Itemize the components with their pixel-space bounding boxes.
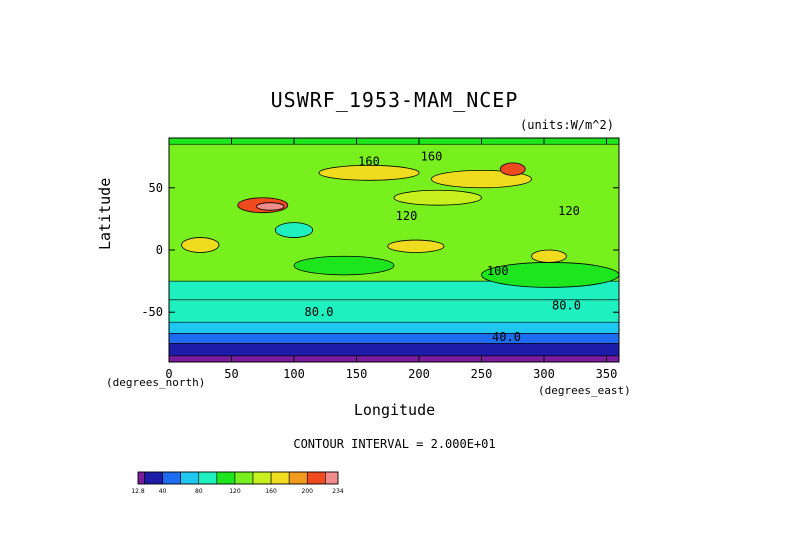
y-tick-label: -50 xyxy=(141,305,163,319)
x-tick-label: 350 xyxy=(596,367,618,381)
region-patch xyxy=(256,202,285,211)
zonal-band xyxy=(169,333,619,344)
y-tick-label: 0 xyxy=(156,243,163,257)
contour-label: 80.0 xyxy=(552,299,581,313)
colorbar-bin xyxy=(270,471,290,485)
contour-label: 120 xyxy=(558,204,580,218)
region-patch xyxy=(499,162,526,176)
colorbar-bin xyxy=(288,471,308,485)
colorbar-label: 120 xyxy=(229,488,241,495)
colorbar-bin xyxy=(180,471,200,485)
x-tick-label: 250 xyxy=(471,367,493,381)
contour-label: 160 xyxy=(358,154,380,168)
x-tick-label: 150 xyxy=(346,367,368,381)
x-tick-label: 50 xyxy=(224,367,238,381)
colorbar-bin xyxy=(234,471,254,485)
contour-label: 100 xyxy=(487,264,509,278)
colorbar-label: 40 xyxy=(159,488,167,495)
colorbar-label: 234 xyxy=(332,488,344,495)
contour-label: 40.0 xyxy=(492,330,521,344)
region-patch xyxy=(393,189,482,206)
y-unit-label: (degrees_north) xyxy=(106,376,206,389)
contour-label: 80.0 xyxy=(305,305,334,319)
region-patch xyxy=(181,237,220,253)
colorbar-bin xyxy=(252,471,272,485)
field-group: 160 160 120 120 100 80.0 80.0 40.0 xyxy=(169,138,619,362)
zonal-band xyxy=(169,138,619,145)
zonal-band xyxy=(169,355,619,362)
x-tick-label: 0 xyxy=(165,367,172,381)
colorbar-label: 12.8 xyxy=(131,488,145,495)
contour-label: 120 xyxy=(396,209,418,223)
x-tick-label: 200 xyxy=(408,367,430,381)
units-label: (units:W/m^2) xyxy=(520,118,614,132)
contour-interval-note: CONTOUR INTERVAL = 2.000E+01 xyxy=(293,437,496,451)
colorbar-bin xyxy=(162,471,181,485)
chart-title: USWRF_1953-MAM_NCEP xyxy=(270,88,519,112)
zonal-band xyxy=(169,321,619,334)
colorbar-bin xyxy=(144,471,163,485)
x-tick-label: 300 xyxy=(533,367,555,381)
colorbar-bin xyxy=(325,471,339,485)
y-tick-label: 50 xyxy=(149,181,163,195)
colorbar-label: 160 xyxy=(265,488,277,495)
region-patch xyxy=(531,249,567,263)
colorbar-bin xyxy=(198,471,218,485)
region-patch xyxy=(318,164,420,181)
colorbar-label: 200 xyxy=(302,488,314,495)
x-unit-label: (degrees_east) xyxy=(538,384,631,397)
x-tick-label: 100 xyxy=(283,367,305,381)
colorbar-bin xyxy=(216,471,236,485)
region-patch xyxy=(274,222,314,238)
colorbar-frame xyxy=(137,471,339,485)
colorbar-label: 80 xyxy=(195,488,203,495)
x-axis-label: Longitude xyxy=(353,401,436,419)
colorbar-bin xyxy=(306,471,326,485)
region-patch xyxy=(387,239,445,253)
region-patch xyxy=(293,255,395,276)
contour-label: 160 xyxy=(421,149,443,163)
colorbar-bin xyxy=(137,471,145,485)
zonal-band xyxy=(169,343,619,357)
